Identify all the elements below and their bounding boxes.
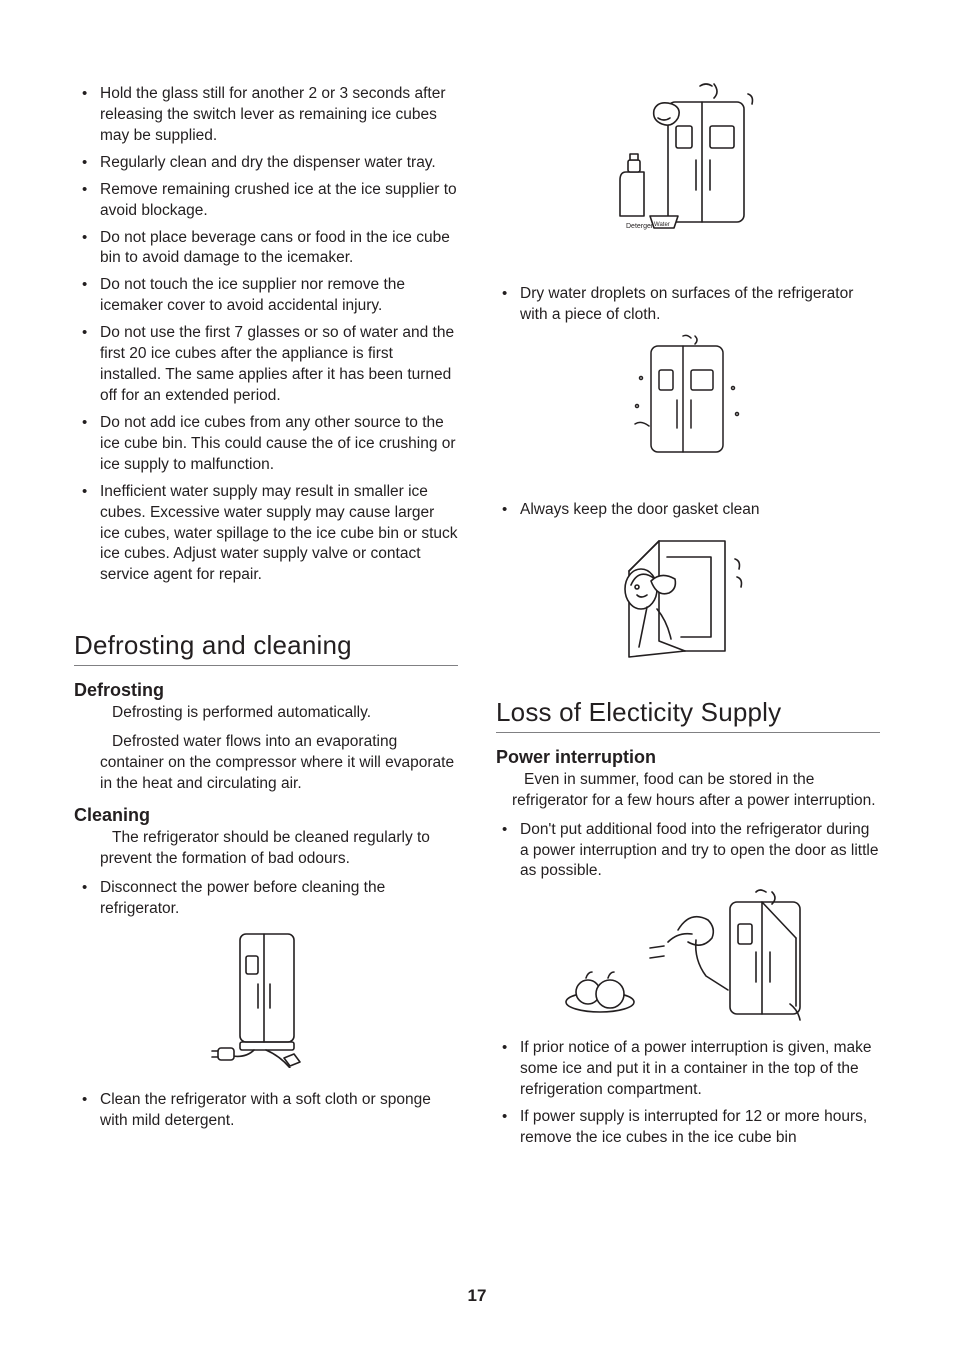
detergent-clean-figure: Detergent Water <box>496 80 880 240</box>
gasket-clean-icon <box>603 529 773 669</box>
list-item: Regularly clean and dry the dispenser wa… <box>100 153 458 174</box>
page: Hold the glass still for another 2 or 3 … <box>0 0 954 1350</box>
dry-bullet-list: Dry water droplets on surfaces of the re… <box>496 284 880 326</box>
cleaning-fridge-icon: Detergent Water <box>598 80 778 240</box>
loss-electricity-heading: Loss of Electicity Supply <box>496 697 880 728</box>
list-item: Always keep the door gasket clean <box>520 500 880 521</box>
body-text: The refrigerator should be cleaned regul… <box>74 828 458 870</box>
right-column: Detergent Water Dry water droplets on su… <box>496 84 880 1155</box>
defrosting-subheading: Defrosting <box>74 680 458 701</box>
list-item: Do not place beverage cans or food in th… <box>100 228 458 270</box>
list-item: Clean the refrigerator with a soft cloth… <box>100 1090 458 1132</box>
list-item: Inefficient water supply may result in s… <box>100 482 458 587</box>
body-text: Defrosted water flows into an evaporatin… <box>74 732 458 795</box>
door-gasket-figure <box>496 529 880 669</box>
unplug-figure <box>74 928 458 1068</box>
cleaning-subheading: Cleaning <box>74 805 458 826</box>
power-bullet-list-2: If prior notice of a power interruption … <box>496 1038 880 1149</box>
cleaning-bullet-list: Disconnect the power before cleaning the… <box>74 878 458 920</box>
body-text: Even in summer, food can be stored in th… <box>496 770 880 812</box>
ice-dispenser-bullet-list: Hold the glass still for another 2 or 3 … <box>74 84 458 586</box>
defrosting-cleaning-heading: Defrosting and cleaning <box>74 630 458 661</box>
left-column: Hold the glass still for another 2 or 3 … <box>74 84 458 1155</box>
gasket-bullet-list: Always keep the door gasket clean <box>496 500 880 521</box>
svg-text:Water: Water <box>654 222 670 228</box>
list-item: Do not add ice cubes from any other sour… <box>100 413 458 476</box>
list-item: If prior notice of a power interruption … <box>520 1038 880 1101</box>
two-column-layout: Hold the glass still for another 2 or 3 … <box>74 84 880 1155</box>
power-interruption-subheading: Power interruption <box>496 747 880 768</box>
no-food-power-icon <box>558 888 818 1028</box>
cleaning-bullet-list-2: Clean the refrigerator with a soft cloth… <box>74 1090 458 1132</box>
section-rule <box>496 732 880 733</box>
list-item: If power supply is interrupted for 12 or… <box>520 1107 880 1149</box>
power-bullet-list: Don't put additional food into the refri… <box>496 820 880 883</box>
page-number: 17 <box>0 1286 954 1306</box>
unplug-fridge-icon <box>206 928 326 1068</box>
body-text: Defrosting is performed automatically. <box>74 703 458 724</box>
list-item: Do not use the first 7 glasses or so of … <box>100 323 458 407</box>
list-item: Hold the glass still for another 2 or 3 … <box>100 84 458 147</box>
list-item: Do not touch the ice supplier nor remove… <box>100 275 458 317</box>
list-item: Don't put additional food into the refri… <box>520 820 880 883</box>
dry-droplets-figure <box>496 334 880 464</box>
list-item: Disconnect the power before cleaning the… <box>100 878 458 920</box>
dry-fridge-icon <box>613 334 763 464</box>
power-out-figure <box>496 888 880 1028</box>
section-rule <box>74 665 458 666</box>
list-item: Dry water droplets on surfaces of the re… <box>520 284 880 326</box>
list-item: Remove remaining crushed ice at the ice … <box>100 180 458 222</box>
